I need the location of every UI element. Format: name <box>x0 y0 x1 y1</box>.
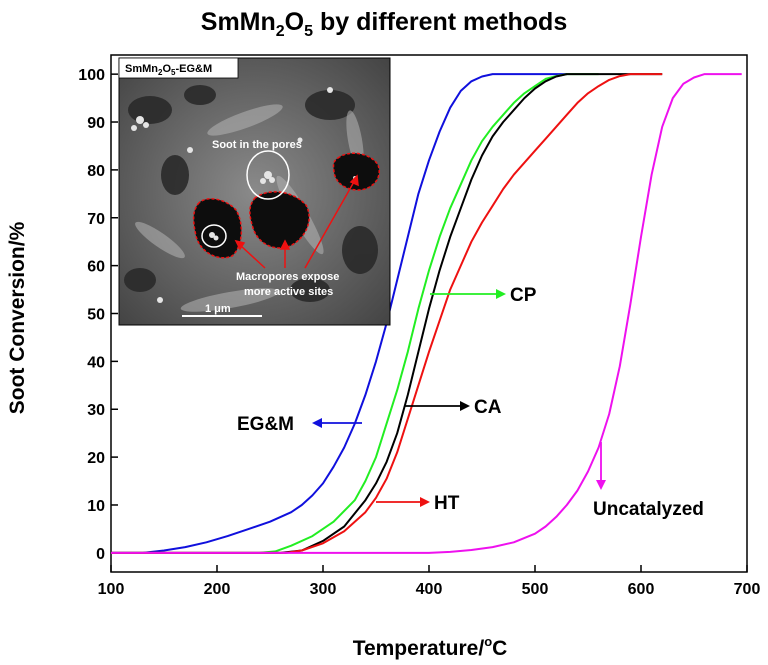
x-tick-label: 300 <box>310 581 337 598</box>
series-line-ht <box>111 73 663 554</box>
y-axis-title: Soot Conversion/% <box>6 221 29 414</box>
y-tick-label: 10 <box>87 498 105 515</box>
inset-macropore-caption-2: more active sites <box>244 286 333 298</box>
x-tick-label: 200 <box>204 581 231 598</box>
series-line-ca <box>111 73 663 554</box>
y-tick-label: 30 <box>87 402 105 419</box>
x-axis: 100 200 300 400 500 600 700 <box>98 565 761 598</box>
inset-soot-caption: Soot in the pores <box>212 139 302 151</box>
series-group <box>111 73 742 554</box>
y-axis: 0 10 20 30 40 50 60 70 80 90 100 <box>78 67 118 563</box>
inset-sem-image: SmMn2O5-EG&M Soot in the pores Macropore… <box>118 57 391 326</box>
y-tick-label: 80 <box>87 163 105 180</box>
label-uncatalyzed: Uncatalyzed <box>593 499 704 520</box>
y-tick-label: 0 <box>96 546 105 563</box>
label-ca: CA <box>474 397 502 418</box>
label-ht: HT <box>434 493 460 514</box>
series-line-eg-m <box>111 73 567 554</box>
series-line-cp <box>111 73 599 554</box>
y-tick-label: 90 <box>87 115 105 132</box>
y-tick-label: 50 <box>87 307 105 324</box>
y-tick-label: 40 <box>87 354 105 371</box>
series-line-uncatalyzed <box>111 73 742 554</box>
x-tick-label: 500 <box>522 581 549 598</box>
inset-macropore-caption-1: Macropores expose <box>236 271 339 283</box>
annotation-uncatalyzed: Uncatalyzed <box>593 442 704 520</box>
y-tick-label: 70 <box>87 211 105 228</box>
y-tick-label: 20 <box>87 450 105 467</box>
x-tick-label: 700 <box>734 581 761 598</box>
chart-title: SmMn2O5 by different methods <box>201 8 567 40</box>
annotation-ca: CA <box>404 397 502 418</box>
x-tick-label: 400 <box>416 581 443 598</box>
y-tick-label: 100 <box>78 67 105 84</box>
x-tick-label: 600 <box>628 581 655 598</box>
x-axis-title: Temperature/oC <box>353 634 508 660</box>
annotation-egm: EG&M <box>237 414 362 435</box>
y-tick-label: 60 <box>87 259 105 276</box>
label-egm: EG&M <box>237 414 294 435</box>
annotation-ht: HT <box>376 493 460 514</box>
annotation-cp: CP <box>430 285 537 306</box>
inset-title: SmMn2O5-EG&M <box>125 63 212 77</box>
inset-scale-label: 1 μm <box>205 303 231 315</box>
label-cp: CP <box>510 285 537 306</box>
x-tick-label: 100 <box>98 581 125 598</box>
